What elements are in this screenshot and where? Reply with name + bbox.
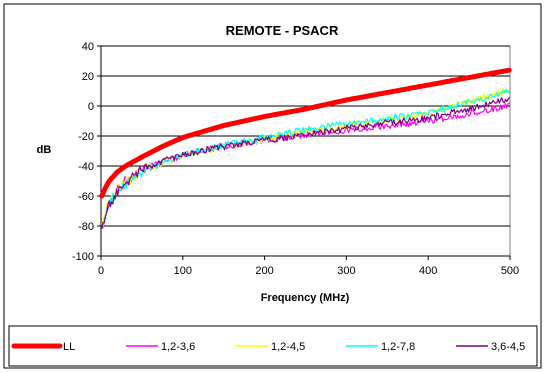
- legend-label: 1,2-4,5: [271, 341, 305, 353]
- y-tick-label: -80: [78, 221, 94, 233]
- series-line-1,2-7,8: [101, 89, 510, 228]
- y-tick-label: 20: [82, 71, 94, 83]
- legend-label: 1,2-3,6: [161, 341, 195, 353]
- y-tick-label: 40: [82, 41, 94, 53]
- legend-label: 3,6-4,5: [491, 341, 525, 353]
- y-tick-label: 0: [88, 101, 94, 113]
- chart-title: REMOTE - PSACR: [226, 23, 339, 38]
- series-line-LL: [99, 67, 512, 199]
- y-tick-label: -40: [78, 161, 94, 173]
- legend-label: 1,2-7,8: [381, 341, 415, 353]
- x-tick-label: 300: [337, 265, 355, 277]
- x-tick-label: 200: [255, 265, 273, 277]
- y-tick-label: -20: [78, 131, 94, 143]
- series-group: [99, 67, 512, 229]
- plot-area: [100, 45, 511, 257]
- x-tick-label: 100: [174, 265, 192, 277]
- grid-lines: [101, 45, 510, 227]
- y-tick-label: -100: [72, 251, 94, 263]
- x-tick-label: 400: [419, 265, 437, 277]
- y-tick-label: -60: [78, 191, 94, 203]
- series-line-3,6-4,5: [101, 97, 510, 229]
- x-axis-label: Frequency (MHz): [261, 292, 350, 304]
- legend-label: LL: [63, 341, 75, 353]
- legend: LL 1,2-3,6 1,2-4,5 1,2-7,8 3,6-4,5: [11, 341, 525, 353]
- x-tick-label: 0: [98, 265, 104, 277]
- legend-box: [8, 325, 538, 367]
- y-axis-label: dB: [37, 144, 52, 156]
- x-tick-label: 500: [501, 265, 519, 277]
